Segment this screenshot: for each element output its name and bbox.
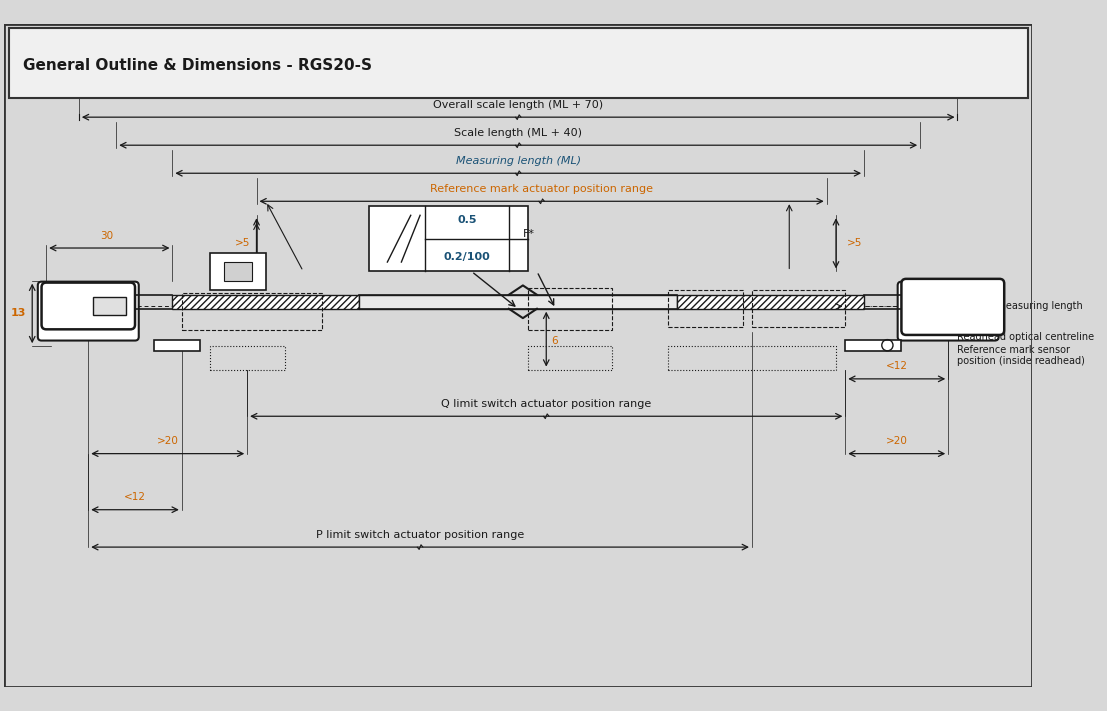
Bar [182, 293, 322, 331]
Bar [154, 340, 200, 351]
Text: >20: >20 [886, 436, 908, 447]
Text: <12: <12 [124, 492, 146, 502]
Text: Measuring length (ML): Measuring length (ML) [456, 156, 581, 166]
Bar [224, 262, 252, 281]
Bar [752, 290, 846, 328]
Bar [173, 295, 360, 309]
Bar [677, 295, 865, 309]
Text: F*: F* [523, 229, 535, 239]
Text: Reference mark sensor
position (inside readhead): Reference mark sensor position (inside r… [958, 345, 1085, 366]
Bar [93, 296, 126, 315]
Text: Q limit switch actuator position range: Q limit switch actuator position range [441, 399, 651, 409]
Bar [210, 252, 266, 290]
Text: Scale length (ML + 40): Scale length (ML + 40) [454, 128, 582, 138]
FancyBboxPatch shape [38, 282, 138, 341]
Text: 13: 13 [10, 309, 25, 319]
Text: >20: >20 [157, 436, 178, 447]
Text: <12: <12 [886, 361, 908, 371]
FancyBboxPatch shape [898, 282, 999, 341]
Text: Readhead optical centreline: Readhead optical centreline [958, 332, 1095, 342]
Text: 0.2/100: 0.2/100 [444, 252, 490, 262]
Polygon shape [9, 28, 1027, 99]
Text: Start of measuring length: Start of measuring length [958, 301, 1084, 311]
Text: Overall scale length (ML + 70): Overall scale length (ML + 70) [433, 100, 603, 109]
Bar [369, 206, 528, 272]
Text: 6: 6 [551, 336, 558, 346]
FancyBboxPatch shape [901, 279, 1004, 335]
FancyBboxPatch shape [42, 282, 135, 329]
Bar [668, 290, 743, 328]
Text: Reference mark actuator position range: Reference mark actuator position range [431, 184, 653, 194]
Text: 30: 30 [101, 230, 114, 240]
Bar [360, 295, 677, 309]
Text: >5: >5 [847, 238, 862, 248]
Bar [528, 346, 612, 370]
Text: P limit switch actuator position range: P limit switch actuator position range [315, 530, 525, 540]
Bar [528, 288, 612, 331]
Bar [210, 346, 284, 370]
Text: General Outline & Dimensions - RGS20-S: General Outline & Dimensions - RGS20-S [23, 58, 372, 73]
Text: 0.5: 0.5 [457, 215, 476, 225]
Bar [668, 346, 836, 370]
Bar [846, 340, 901, 351]
Text: >5: >5 [235, 238, 250, 248]
